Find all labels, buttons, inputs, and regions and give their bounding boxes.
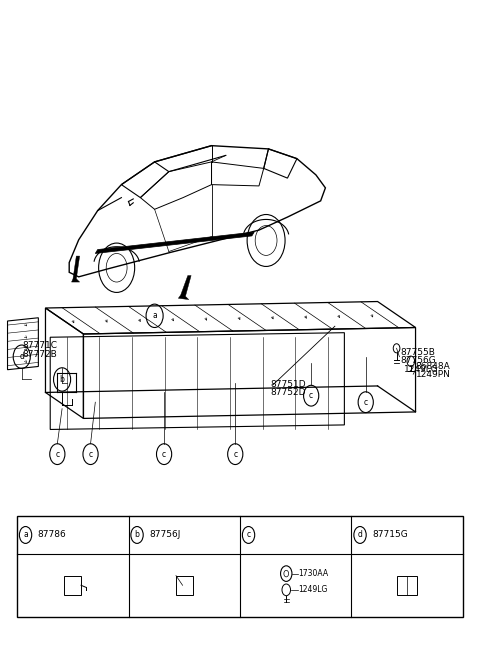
Bar xyxy=(397,576,417,595)
Text: b: b xyxy=(60,375,64,384)
Text: c: c xyxy=(364,398,368,407)
Bar xyxy=(64,576,81,595)
Polygon shape xyxy=(72,256,80,282)
Text: c: c xyxy=(246,531,251,540)
Text: a: a xyxy=(23,531,28,540)
Text: 1249LG: 1249LG xyxy=(404,365,438,373)
Text: c: c xyxy=(88,449,93,458)
Text: c: c xyxy=(233,449,237,458)
Text: 87715G: 87715G xyxy=(372,531,408,540)
Text: 1249PN: 1249PN xyxy=(416,371,450,379)
Text: c: c xyxy=(162,449,166,458)
Text: 87751D: 87751D xyxy=(271,379,306,388)
Text: d: d xyxy=(358,531,362,540)
Text: c: c xyxy=(55,449,60,458)
Text: 87786: 87786 xyxy=(37,531,66,540)
Text: a: a xyxy=(152,311,157,320)
Bar xyxy=(17,516,463,616)
Text: 87752D: 87752D xyxy=(271,388,306,397)
Polygon shape xyxy=(96,232,254,253)
Text: 87772B: 87772B xyxy=(23,350,58,359)
Text: 86848A: 86848A xyxy=(416,362,450,371)
Text: 87771C: 87771C xyxy=(23,341,58,350)
Text: 87756J: 87756J xyxy=(149,531,180,540)
Text: 1249LG: 1249LG xyxy=(298,586,327,594)
Text: c: c xyxy=(309,391,313,400)
Text: d: d xyxy=(19,352,24,361)
Polygon shape xyxy=(179,276,191,299)
Bar xyxy=(176,576,192,595)
Text: 87756G: 87756G xyxy=(400,356,436,365)
Text: b: b xyxy=(134,531,140,540)
Text: 87755B: 87755B xyxy=(400,348,435,357)
Text: 1730AA: 1730AA xyxy=(298,569,328,578)
